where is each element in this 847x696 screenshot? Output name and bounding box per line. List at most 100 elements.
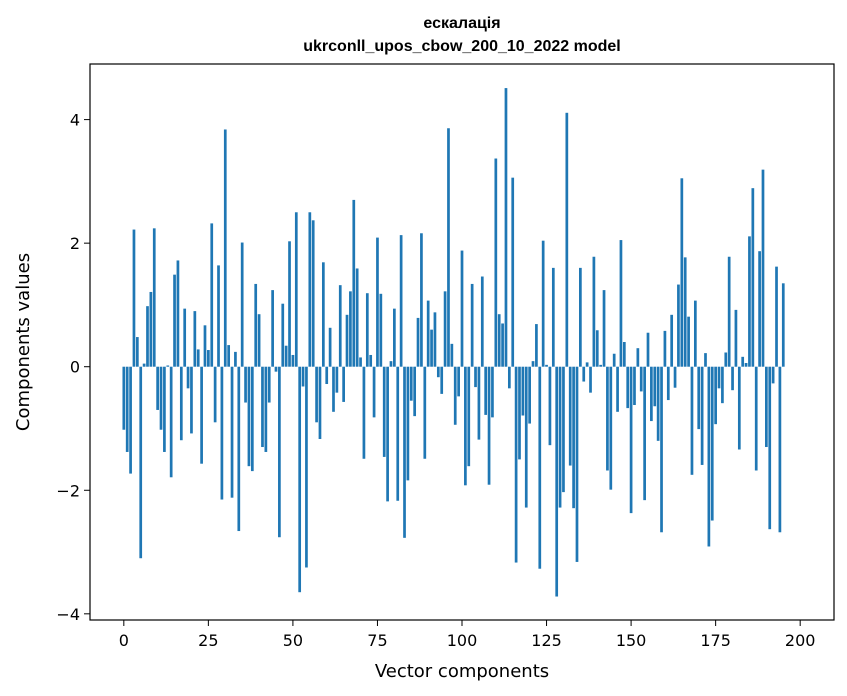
bar — [325, 366, 329, 385]
bar — [369, 354, 373, 367]
bar — [146, 306, 149, 367]
bar — [595, 330, 599, 367]
bar — [305, 366, 308, 568]
bar — [237, 366, 241, 532]
bar — [484, 366, 488, 415]
bar — [420, 233, 423, 367]
bar — [159, 366, 163, 430]
bar — [572, 366, 575, 509]
bar — [636, 348, 640, 367]
bar — [423, 366, 427, 459]
x-tick-label: 50 — [283, 631, 303, 650]
bar — [660, 366, 663, 533]
y-tick-label: 4 — [70, 111, 80, 130]
bar — [230, 366, 234, 498]
bar — [166, 365, 170, 367]
bar — [281, 303, 285, 367]
bar — [474, 366, 477, 388]
bar — [633, 366, 636, 406]
bar — [514, 366, 518, 563]
bar — [734, 309, 738, 367]
bar — [511, 177, 515, 367]
bar — [163, 366, 166, 452]
chart-title: ескалація — [423, 15, 500, 32]
bar — [315, 366, 318, 423]
bars-group — [122, 88, 785, 597]
bar — [365, 293, 369, 367]
bar — [213, 366, 217, 423]
bar — [758, 251, 761, 367]
bar — [291, 354, 295, 367]
bar — [599, 364, 603, 367]
bar — [724, 352, 728, 367]
bar — [470, 283, 474, 367]
bar — [629, 366, 633, 514]
bar — [751, 188, 755, 367]
bar — [731, 366, 734, 391]
bar — [443, 291, 447, 367]
bar — [345, 314, 349, 367]
bar — [538, 366, 542, 569]
bar — [156, 366, 159, 410]
bar — [355, 268, 359, 367]
y-tick-label: −2 — [56, 481, 80, 500]
bar — [721, 366, 724, 404]
bar — [298, 366, 302, 593]
bar — [562, 366, 565, 493]
bar — [775, 266, 778, 367]
x-tick-label: 100 — [447, 631, 478, 650]
bar — [460, 250, 464, 367]
bar — [592, 256, 596, 367]
bar — [663, 330, 667, 367]
y-tick-label: 2 — [70, 234, 80, 253]
bar — [754, 366, 758, 471]
bar — [606, 366, 609, 471]
bar — [717, 366, 721, 389]
bar — [744, 363, 748, 367]
bar — [186, 366, 190, 389]
bar — [650, 366, 653, 422]
bar — [518, 366, 521, 460]
bar — [612, 353, 616, 367]
bar — [619, 240, 623, 367]
bar — [264, 366, 268, 452]
bar — [545, 364, 548, 367]
bar — [528, 366, 531, 424]
bar — [693, 300, 697, 367]
y-axis-label: Components values — [13, 253, 34, 431]
bar — [710, 366, 714, 521]
bar — [477, 366, 481, 440]
bar — [491, 366, 494, 418]
bar — [704, 353, 707, 367]
bar — [453, 366, 457, 425]
bar — [656, 366, 660, 441]
bar — [399, 235, 403, 367]
bar — [250, 366, 254, 472]
bar — [321, 262, 325, 367]
bar — [311, 220, 315, 367]
bar — [440, 366, 444, 394]
bar — [639, 366, 643, 392]
bar — [467, 366, 471, 467]
bar — [741, 356, 745, 367]
bar — [781, 283, 785, 367]
bar — [389, 361, 393, 367]
x-tick-label: 150 — [616, 631, 647, 650]
bar — [487, 366, 491, 485]
bar — [257, 314, 261, 367]
y-tick-label: −4 — [56, 605, 80, 624]
bar — [575, 366, 579, 562]
bar — [450, 343, 454, 367]
bar — [132, 229, 136, 367]
bar — [426, 300, 430, 367]
bar — [142, 363, 146, 367]
bar — [349, 291, 352, 367]
bar — [362, 366, 366, 459]
bar — [646, 332, 650, 367]
bar — [122, 366, 126, 430]
bar — [690, 366, 694, 475]
bar — [761, 169, 765, 367]
bar — [494, 158, 498, 367]
bar — [271, 290, 274, 367]
